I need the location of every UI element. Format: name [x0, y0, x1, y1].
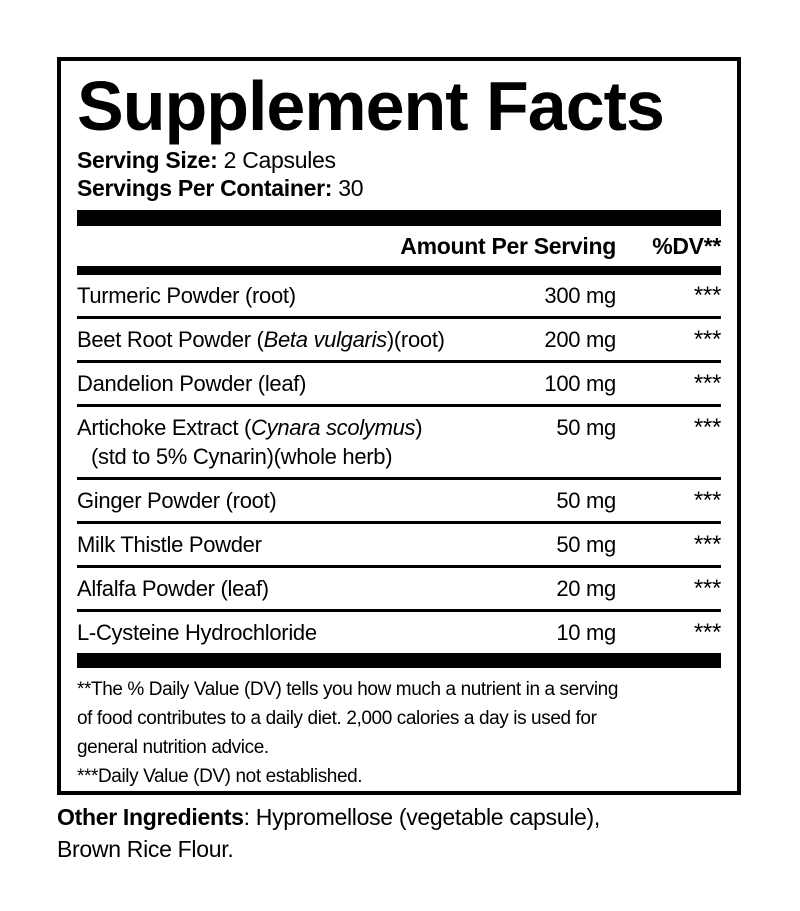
ingredient-row-alfalfa: Alfalfa Powder (leaf) 20 mg *** [77, 568, 721, 613]
ingredient-name: Turmeric Powder (root) [77, 283, 296, 309]
ingredient-name: L-Cysteine Hydrochloride [77, 620, 317, 646]
ingredient-row-l-cysteine: L-Cysteine Hydrochloride 10 mg *** [77, 612, 721, 653]
ingredient-amount: 50 mg [556, 415, 616, 441]
medium-divider [77, 266, 721, 276]
ingredient-dv: *** [693, 326, 721, 354]
other-ingredients-text: : Hypromellose (vegetable capsule), [243, 804, 601, 830]
amount-per-serving-header: Amount Per Serving [400, 233, 616, 260]
dv-header: %DV** [652, 233, 721, 260]
other-ingredients: Other Ingredients: Hypromellose (vegetab… [57, 801, 757, 865]
ingredient-row-beet-root: Beet Root Powder (Beta vulgaris)(root) 2… [77, 319, 721, 364]
dv-not-established-note: ***Daily Value (DV) not established. [77, 766, 363, 788]
ingredient-row-dandelion: Dandelion Powder (leaf) 100 mg *** [77, 363, 721, 408]
ingredient-name: Ginger Powder (root) [77, 488, 277, 514]
ingredient-name: Beet Root Powder (Beta vulgaris)(root) [77, 327, 445, 353]
footnote: **The % Daily Value (DV) tells you how m… [77, 668, 721, 791]
column-headers: Amount Per Serving %DV** [77, 226, 721, 266]
ingredient-dv: *** [693, 619, 721, 647]
ingredient-amount: 50 mg [556, 532, 616, 558]
ingredient-name-line2: (std to 5% Cynarin)(whole herb) [91, 444, 393, 470]
thick-divider-bottom [77, 653, 721, 669]
serving-size-value: 2 Capsules [223, 147, 336, 174]
ingredient-dv: *** [693, 370, 721, 398]
other-ingredients-label: Other Ingredients [57, 804, 244, 830]
ingredient-dv: *** [693, 414, 721, 442]
ingredient-dv: *** [693, 487, 721, 515]
panel-title: Supplement Facts [77, 67, 665, 145]
dv-note-line: general nutrition advice. [77, 737, 269, 759]
ingredient-amount: 200 mg [544, 327, 616, 353]
ingredient-dv: *** [693, 531, 721, 559]
dv-note-line: of food contributes to a daily diet. 2,0… [77, 708, 597, 730]
servings-per-container-label: Servings Per Container: [77, 175, 333, 202]
serving-size-label: Serving Size: [77, 147, 218, 174]
ingredient-row-ginger: Ginger Powder (root) 50 mg *** [77, 480, 721, 525]
ingredient-name: Milk Thistle Powder [77, 532, 262, 558]
ingredient-row-artichoke: Artichoke Extract (Cynara scolymus) (std … [77, 407, 721, 481]
ingredient-name: Alfalfa Powder (leaf) [77, 576, 269, 602]
ingredient-dv: *** [693, 575, 721, 603]
ingredient-amount: 50 mg [556, 488, 616, 514]
servings-per-container-value: 30 [338, 175, 364, 202]
ingredient-name: Dandelion Powder (leaf) [77, 371, 307, 397]
ingredient-dv: *** [693, 282, 721, 310]
ingredient-row-turmeric: Turmeric Powder (root) 300 mg *** [77, 275, 721, 320]
ingredient-amount: 10 mg [556, 620, 616, 646]
serving-size-line: Serving Size: 2 Capsules [77, 146, 721, 174]
ingredient-rows: Turmeric Powder (root) 300 mg *** Beet R… [77, 275, 721, 653]
thick-divider-top [77, 210, 721, 227]
ingredient-amount: 100 mg [544, 371, 616, 397]
supplement-facts-panel: Supplement Facts Serving Size: 2 Capsule… [57, 57, 741, 795]
ingredient-amount: 300 mg [544, 283, 616, 309]
ingredient-amount: 20 mg [556, 576, 616, 602]
ingredient-name: Artichoke Extract (Cynara scolymus) (std … [77, 413, 556, 471]
ingredient-row-milk-thistle: Milk Thistle Powder 50 mg *** [77, 524, 721, 569]
dv-note-line: **The % Daily Value (DV) tells you how m… [77, 679, 618, 701]
other-ingredients-line2: Brown Rice Flour. [57, 836, 234, 862]
servings-per-container-line: Servings Per Container: 30 [77, 174, 721, 202]
